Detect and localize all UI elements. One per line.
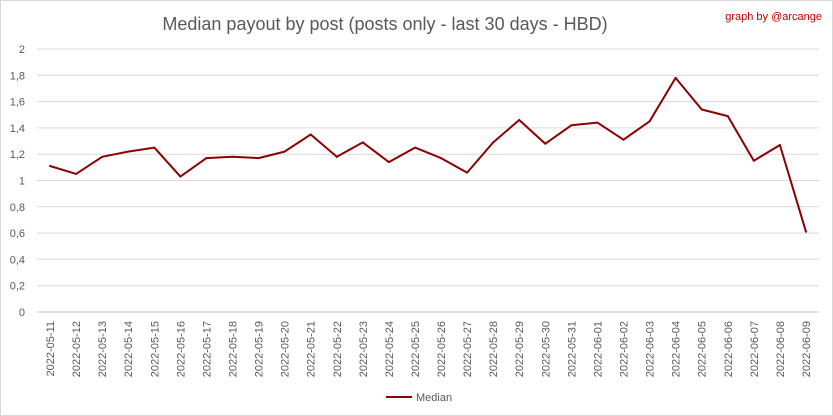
data-point [700,108,703,111]
y-axis-ticks: 0 0,2 0,4 0,6 0,8 1 1,2 1,4 1,6 1,8 2 [10,44,25,319]
y-tick-label: 0,2 [10,281,25,293]
data-point [179,175,182,178]
data-point [726,115,729,118]
data-point [283,150,286,153]
x-tick-label: 2022-05-27 [462,321,474,377]
series-layer [49,76,807,233]
x-tick-label: 2022-05-20 [280,321,292,377]
data-point [153,146,156,149]
x-tick-label: 2022-05-21 [306,321,318,377]
data-point [622,138,625,141]
x-tick-label: 2022-05-15 [149,321,161,377]
data-point [309,133,312,136]
x-tick-label: 2022-05-17 [201,321,213,377]
x-tick-label: 2022-05-23 [358,321,370,377]
data-point [518,119,521,122]
data-point [778,143,781,146]
data-point [804,230,807,233]
data-point [596,121,599,124]
legend-label: Median [416,392,452,404]
x-tick-label: 2022-05-31 [566,321,578,377]
x-tick-label: 2022-06-05 [697,321,709,377]
y-tick-label: 1,6 [10,97,25,109]
x-tick-label: 2022-05-14 [123,321,135,377]
data-point [257,157,260,160]
y-tick-label: 1,4 [10,123,25,135]
data-point [231,155,234,158]
x-tick-label: 2022-05-25 [410,321,422,377]
gridlines [37,48,819,313]
data-point [101,155,104,158]
y-tick-label: 1,2 [10,149,25,161]
x-tick-label: 2022-05-28 [488,321,500,377]
x-tick-label: 2022-05-22 [332,321,344,377]
chart-title: Median payout by post (posts only - last… [162,14,607,34]
x-tick-label: 2022-05-19 [254,321,266,377]
chart-credit: graph by @arcange [725,11,822,23]
data-point [466,171,469,174]
x-tick-label: 2022-06-04 [671,321,683,377]
data-point [413,146,416,149]
x-tick-label: 2022-05-13 [97,321,109,377]
x-tick-label: 2022-06-07 [749,321,761,377]
data-point [440,157,443,160]
y-tick-label: 0,4 [10,254,25,266]
y-tick-label: 0,6 [10,228,25,240]
x-tick-label: 2022-05-16 [175,321,187,377]
x-tick-label: 2022-06-02 [619,321,631,377]
y-tick-label: 0 [19,307,25,319]
data-point [752,159,755,162]
y-tick-label: 2 [19,44,25,56]
x-tick-label: 2022-06-03 [645,321,657,377]
data-point [127,150,130,153]
data-point [674,76,677,79]
x-tick-label: 2022-06-09 [801,321,813,377]
y-tick-label: 0,8 [10,202,25,214]
x-tick-label: 2022-05-30 [540,321,552,377]
x-tick-label: 2022-06-08 [775,321,787,377]
data-point [205,157,208,160]
y-tick-label: 1,8 [10,70,25,82]
series-line-median [49,76,807,233]
x-tick-label: 2022-05-24 [384,321,396,377]
data-point [335,155,338,158]
x-tick-label: 2022-06-06 [723,321,735,377]
data-point [387,161,390,164]
x-tick-label: 2022-05-18 [228,321,240,377]
data-point [75,172,78,175]
x-tick-label: 2022-05-11 [45,321,57,376]
data-point [544,142,547,145]
data-point [49,165,52,168]
x-tick-label: 2022-05-29 [514,321,526,377]
data-point [648,120,651,123]
legend: Median [386,392,452,404]
x-tick-label: 2022-05-12 [71,321,83,377]
x-tick-label: 2022-05-26 [436,321,448,377]
x-axis-ticks: 2022-05-11 2022-05-12 2022-05-13 2022-05-14… [45,321,813,377]
data-point [570,124,573,127]
data-point [361,141,364,144]
data-point [492,141,495,144]
y-tick-label: 1 [19,176,25,188]
x-tick-label: 2022-06-01 [592,321,604,377]
